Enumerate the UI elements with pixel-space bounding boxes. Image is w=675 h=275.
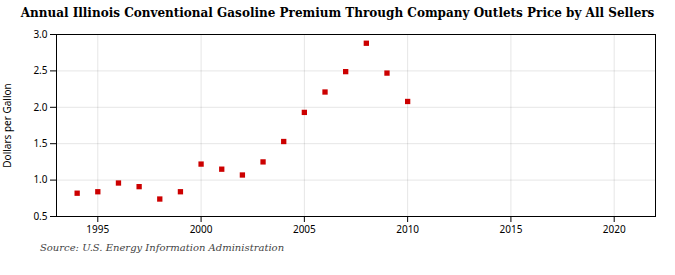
- svg-text:2015: 2015: [499, 222, 522, 236]
- svg-text:1.0: 1.0: [33, 172, 47, 186]
- svg-text:1995: 1995: [86, 222, 109, 236]
- svg-text:2005: 2005: [293, 222, 316, 236]
- svg-text:2000: 2000: [190, 222, 213, 236]
- svg-text:1.5: 1.5: [33, 136, 47, 150]
- svg-text:2020: 2020: [603, 222, 626, 236]
- html-text:Source: U.S. Energy Informatio: Source: U.S. Energy Information Administ…: [40, 242, 285, 253]
- svg-text:Dollars per Gallon: Dollars per Gallon: [0, 83, 14, 167]
- svg-text:0.5: 0.5: [33, 209, 47, 223]
- svg-text:2.5: 2.5: [33, 63, 47, 77]
- svg-text:2010: 2010: [396, 222, 419, 236]
- html-text:Annual Illinois Conventional G: Annual Illinois Conventional Gasoline Pr…: [20, 6, 655, 20]
- svg-text:3.0: 3.0: [33, 27, 47, 41]
- svg-text:2.0: 2.0: [33, 100, 47, 114]
